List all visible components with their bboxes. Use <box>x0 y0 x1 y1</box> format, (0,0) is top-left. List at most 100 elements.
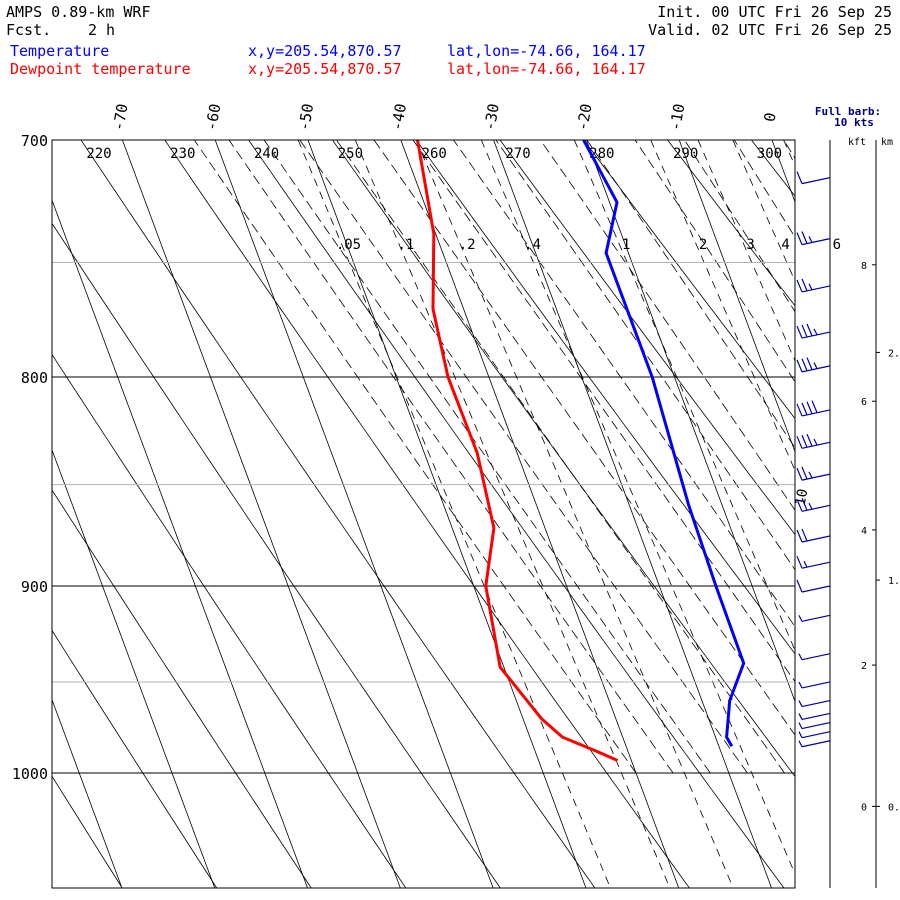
wind-barb <box>796 357 831 373</box>
theta-label: 250 <box>338 146 363 162</box>
temperature-tick-label: -30 <box>480 102 502 132</box>
wind-barb-half-feather <box>808 502 813 510</box>
plot-frame <box>51 139 796 889</box>
moist-adiabat-line <box>228 140 674 774</box>
legend-dewpoint-label: Dewpoint temperature <box>10 60 191 78</box>
dry-adiabat-line <box>52 629 218 888</box>
dry-adiabat-line <box>748 0 900 900</box>
wind-barb-staff <box>801 681 831 689</box>
mixing-ratio-label: .1 <box>397 237 414 253</box>
theta-label: 220 <box>86 146 111 162</box>
legend-dewpoint-xy: x,y=205.54,870.57 <box>248 60 402 78</box>
kft-tick-label: 8 <box>861 261 867 272</box>
wind-barb <box>796 433 831 449</box>
wind-and-height-panel: Full barb:10 kts kft km 8 6 4 2 0 2. 1. 0. <box>796 105 900 888</box>
barb-key-line1: Full barb: <box>815 105 881 118</box>
pressure-label: 900 <box>21 578 48 596</box>
wind-barb-half-feather <box>798 740 803 748</box>
wind-barb-feather <box>796 171 803 184</box>
isotherm-line <box>493 140 772 888</box>
theta-label: 270 <box>505 146 530 162</box>
kft-tick-label: 0 <box>861 802 867 813</box>
kft-tick-label: 2 <box>861 661 867 672</box>
wind-barb-feather <box>796 555 803 569</box>
wind-barb <box>798 722 831 730</box>
temperature-tick-label: -40 <box>388 102 410 132</box>
wind-barb-feather <box>806 323 813 337</box>
dry-adiabat-line <box>248 140 785 888</box>
wind-barb-half-feather <box>798 681 803 689</box>
km-tick-label: 2. <box>888 348 900 359</box>
wind-barb-staff <box>801 614 831 622</box>
km-tick-label: 0. <box>888 802 900 813</box>
mixing-ratio-line <box>783 140 795 167</box>
wind-barb <box>796 231 831 246</box>
isotherm-line <box>307 140 587 888</box>
wind-barb-half-feather <box>808 283 813 291</box>
mixing-ratio-line <box>297 140 611 888</box>
dry-adiabat-line <box>829 0 900 900</box>
mixing-ratio-label: 1 <box>622 237 630 253</box>
mixing-ratio-line <box>697 140 795 362</box>
wind-barb-feather <box>796 232 803 245</box>
dry-adiabat-line <box>164 140 690 888</box>
moist-adiabat-line <box>299 140 748 774</box>
isotherm-line <box>122 140 401 888</box>
kft-tick-label: 4 <box>861 526 867 537</box>
isotherm-line <box>52 698 123 888</box>
moist-adiabat-line <box>539 140 795 511</box>
legend-dewpoint-latlon: lat,lon=-74.66, 164.17 <box>447 60 646 78</box>
wind-barb <box>798 712 831 721</box>
forecast-hour: 2 h <box>88 21 116 39</box>
kft-label: kft <box>848 137 866 148</box>
wind-barb-feather <box>796 359 803 373</box>
moist-adiabat-line <box>373 140 795 736</box>
isotherm-line <box>586 140 795 703</box>
wind-barb-feather <box>801 278 808 292</box>
mixing-ratio-line <box>650 140 795 472</box>
dry-adiabat-line <box>52 775 123 888</box>
mixing-ratio-line <box>732 140 795 283</box>
mixing-ratio-label: 3 <box>746 237 754 253</box>
wind-barb-feather <box>806 357 813 370</box>
wind-barb-staff <box>801 653 831 661</box>
temperature-tick-label: 0 <box>760 111 779 123</box>
mixing-ratio-line <box>415 140 734 888</box>
wind-barb-feather <box>796 467 803 481</box>
wind-barb-half-feather <box>813 362 818 369</box>
isotherm-line <box>865 140 900 888</box>
wind-barb-feather <box>801 358 808 371</box>
wind-barb <box>798 653 831 661</box>
wind-barb-half-feather <box>798 731 803 738</box>
wind-barb-half-feather <box>808 471 813 479</box>
wind-barb-staff <box>801 712 831 721</box>
isotherm-line <box>52 199 308 888</box>
wind-barb-feather <box>796 325 803 339</box>
wind-barb <box>796 555 831 569</box>
wind-barb-staff <box>801 699 831 708</box>
wind-barb <box>798 731 831 739</box>
wind-barb <box>796 528 831 543</box>
wind-barb-staff <box>801 585 831 593</box>
wind-barb-half-feather <box>813 438 818 446</box>
barb-key-line2: 10 kts <box>834 116 874 129</box>
km-label: km <box>881 137 893 148</box>
theta-label: 290 <box>673 146 698 162</box>
wind-barb <box>798 740 831 748</box>
mixing-ratio-line <box>354 140 671 888</box>
dry-adiabat-line <box>499 140 795 536</box>
temperature-profile-line <box>582 140 746 747</box>
wind-barb-feather <box>806 433 813 447</box>
moist-adiabat-line <box>412 140 795 683</box>
mixing-ratio-line <box>480 140 795 875</box>
wind-barb-feather <box>796 279 803 293</box>
wind-barb <box>796 579 831 593</box>
km-tick-label: 1. <box>888 576 900 587</box>
wind-barb <box>796 278 831 293</box>
isotherm-line <box>214 140 494 888</box>
wind-barb-half-feather <box>798 722 803 729</box>
wind-barb <box>798 681 831 689</box>
pressure-label: 800 <box>21 369 48 387</box>
